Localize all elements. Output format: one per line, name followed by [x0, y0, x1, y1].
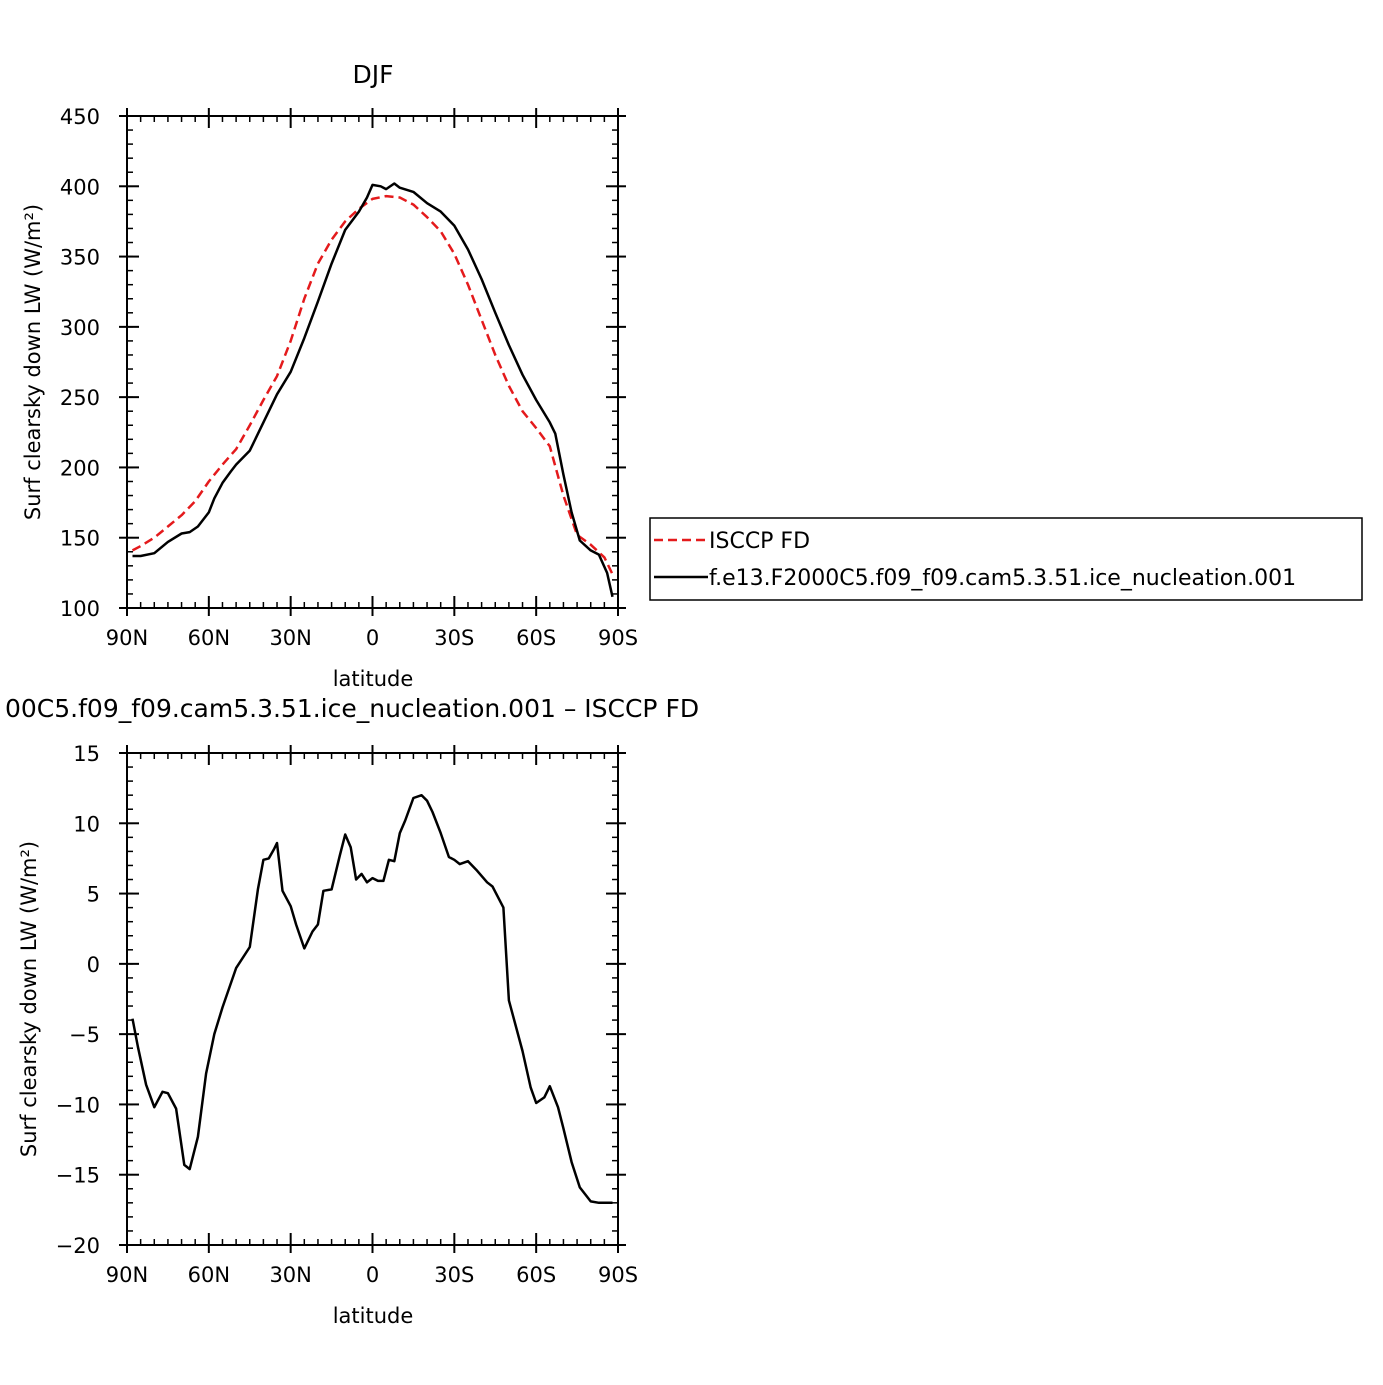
bottom-xtick-label: 0	[366, 1263, 379, 1287]
legend-label-model: f.e13.F2000C5.f09_f09.cam5.3.51.ice_nucl…	[709, 566, 1296, 591]
legend-box	[649, 517, 1363, 601]
top-ytick-label: 250	[60, 386, 100, 410]
bottom-xtick-label: 30N	[269, 1263, 311, 1287]
top-xtick-label: 30N	[269, 626, 311, 650]
bottom-series-line-0	[131, 793, 613, 1205]
top-xtick-label: 0	[366, 626, 379, 650]
bottom-ytick-label: −10	[56, 1093, 100, 1117]
bottom-chart: 00C5.f09_f09.cam5.3.51.ice_nucleation.00…	[5, 694, 699, 1328]
top-series-line-0	[131, 194, 614, 575]
bottom-xtick-label: 60N	[188, 1263, 230, 1287]
bottom-chart-series	[131, 793, 613, 1205]
top-ytick-label: 450	[60, 105, 100, 129]
bottom-ytick-label: 0	[87, 953, 100, 977]
top-ytick-label: 100	[60, 597, 100, 621]
top-chart-title: DJF	[352, 60, 393, 89]
top-xtick-label: 60N	[188, 626, 230, 650]
top-xtick-label: 90S	[598, 626, 638, 650]
bottom-xtick-label: 30S	[434, 1263, 474, 1287]
top-ytick-label: 200	[60, 456, 100, 480]
top-xtick-label: 90N	[106, 626, 148, 650]
bottom-chart-frame	[126, 752, 619, 1246]
top-xtick-label: 60S	[516, 626, 556, 650]
bottom-xtick-label: 90S	[598, 1263, 638, 1287]
top-chart-series	[131, 182, 614, 598]
bottom-chart-ticks: 90N 60N 30N 0 30S 60S 90S −20 −15 −10 −5 0 5 10 15	[56, 742, 638, 1287]
top-ytick-label: 300	[60, 316, 100, 340]
legend-label-isccp: ISCCP FD	[709, 529, 810, 554]
bottom-ytick-label: −5	[69, 1023, 100, 1047]
bottom-chart-title: 00C5.f09_f09.cam5.3.51.ice_nucleation.00…	[5, 694, 699, 723]
top-chart-ylabel: Surf clearsky down LW (W/m²)	[21, 204, 45, 520]
top-chart-ticks: 90N 60N 30N 0 30S 60S 90S 100 150 200 250 300 350 400…	[60, 105, 638, 650]
top-ytick-label: 150	[60, 527, 100, 551]
bottom-chart-ylabel: Surf clearsky down LW (W/m²)	[17, 841, 41, 1157]
bottom-ytick-label: −15	[56, 1164, 100, 1188]
top-chart-frame	[126, 115, 619, 609]
top-ytick-label: 350	[60, 246, 100, 270]
bottom-ytick-label: 10	[73, 812, 100, 836]
bottom-ytick-label: 5	[87, 883, 100, 907]
top-chart-xlabel: latitude	[333, 667, 414, 691]
bottom-ytick-label: −20	[56, 1234, 100, 1258]
bottom-chart-xlabel: latitude	[333, 1304, 414, 1328]
bottom-xtick-label: 60S	[516, 1263, 556, 1287]
top-xtick-label: 30S	[434, 626, 474, 650]
bottom-xtick-label: 90N	[106, 1263, 148, 1287]
bottom-ytick-label: 15	[73, 742, 100, 766]
top-chart: DJF 90N 60N 30N 0 30S 60S 90S 100 150 200 250 300 35…	[21, 60, 638, 691]
legend: ISCCP FD f.e13.F2000C5.f09_f09.cam5.3.51…	[649, 517, 1363, 601]
top-ytick-label: 400	[60, 175, 100, 199]
top-series-line-1	[132, 182, 614, 598]
